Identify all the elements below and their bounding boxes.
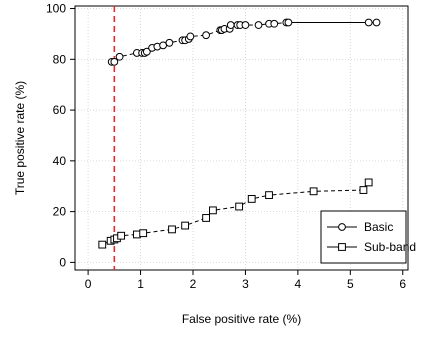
x-tick-label: 0	[85, 277, 92, 291]
data-point	[181, 221, 190, 230]
series-segment	[188, 218, 204, 225]
series-segment	[146, 229, 169, 234]
data-point	[202, 31, 211, 40]
plot-frame	[74, 5, 409, 271]
data-point	[364, 178, 373, 187]
series-segment	[316, 189, 361, 192]
series-basic	[107, 18, 381, 66]
data-point	[235, 202, 244, 211]
series-segment	[122, 53, 134, 57]
data-point	[142, 47, 151, 56]
y-tick-label: 40	[53, 154, 67, 168]
x-tick-label: 5	[347, 277, 354, 291]
data-point	[247, 195, 256, 203]
y-tick-label: 0	[59, 255, 66, 269]
x-tick-label: 2	[190, 277, 197, 291]
data-point	[132, 230, 141, 239]
y-tick-label: 80	[53, 52, 67, 66]
data-point	[309, 187, 318, 196]
data-point	[226, 21, 235, 29]
legend-box	[320, 210, 407, 264]
data-point	[209, 206, 217, 215]
legend-label: Basic	[364, 220, 393, 234]
series-segment	[172, 40, 180, 43]
legend-marker	[338, 243, 346, 251]
series-segment	[124, 234, 134, 236]
data-point	[270, 19, 279, 28]
data-point	[110, 57, 119, 66]
data-point	[359, 186, 368, 194]
data-point	[372, 18, 381, 27]
series-segment	[254, 195, 266, 199]
data-point	[117, 231, 126, 240]
data-point	[186, 32, 195, 41]
data-point	[165, 38, 174, 47]
y-tick-label: 100	[46, 2, 66, 16]
data-point	[115, 52, 124, 61]
data-point	[168, 225, 176, 234]
series-segment	[175, 226, 183, 229]
series-segment	[209, 30, 218, 35]
x-tick-label: 3	[242, 277, 249, 291]
legend: Basic Sub-band	[320, 210, 416, 264]
data-point	[284, 18, 293, 27]
data-point	[364, 18, 373, 27]
y-tick-label: 60	[53, 103, 67, 117]
data-point	[254, 21, 263, 29]
series-sub-band	[98, 178, 373, 249]
x-tick-label: 4	[295, 277, 302, 291]
y-tick-label: 20	[53, 205, 67, 219]
data-point	[98, 240, 107, 249]
x-tick-label: 1	[137, 277, 144, 291]
data-point	[241, 21, 250, 29]
series-layer	[98, 18, 381, 249]
series-segment	[193, 34, 203, 37]
data-point	[139, 229, 148, 238]
legend-label: Sub-band	[364, 240, 416, 254]
data-point	[265, 191, 273, 200]
x-tick-label: 6	[399, 277, 406, 291]
legend-marker	[338, 223, 346, 231]
series-segment	[241, 200, 250, 206]
series-segment	[216, 206, 236, 211]
series-segment	[277, 22, 284, 24]
series-segment	[272, 191, 311, 196]
y-axis-title: True positive rate (%)	[13, 81, 27, 195]
x-axis-title: False positive rate (%)	[182, 312, 301, 326]
data-point	[159, 41, 168, 50]
data-point	[202, 214, 211, 222]
